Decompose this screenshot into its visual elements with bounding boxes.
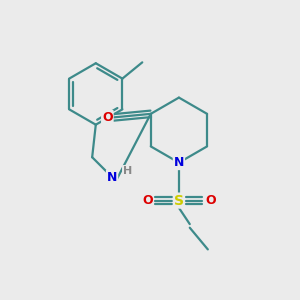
Text: O: O: [205, 194, 216, 207]
Text: N: N: [174, 156, 184, 169]
Text: O: O: [102, 111, 113, 124]
Text: O: O: [142, 194, 153, 207]
Text: N: N: [107, 171, 117, 184]
Text: S: S: [174, 194, 184, 208]
Text: H: H: [123, 166, 132, 176]
